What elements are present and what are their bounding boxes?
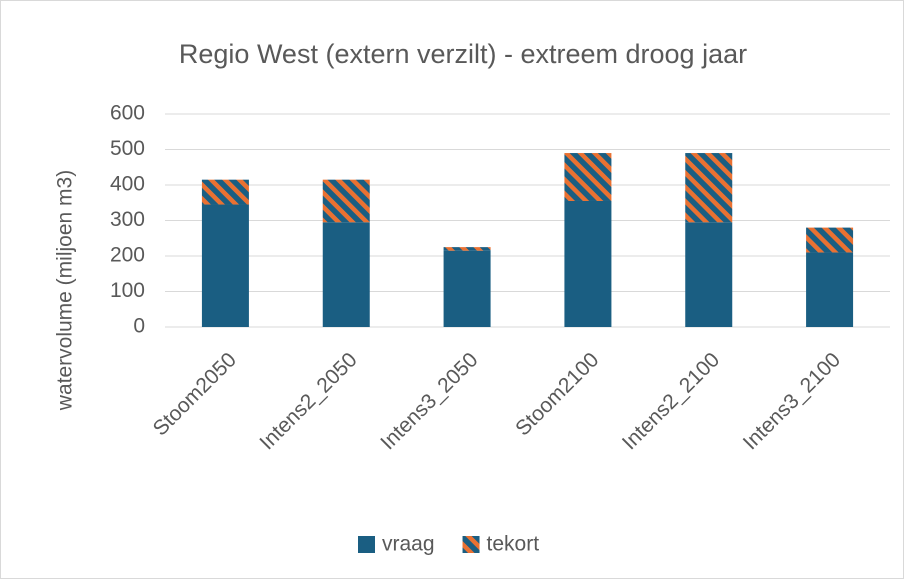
- bar-segment: [322, 222, 370, 327]
- y-tick-label: 300: [110, 208, 145, 231]
- bar-segment: [806, 252, 854, 327]
- legend-label: tekort: [487, 533, 540, 556]
- bar-segment: [564, 153, 612, 201]
- chart-title: Regio West (extern verzilt) - extreem dr…: [179, 39, 747, 69]
- legend-label: vraag: [382, 533, 435, 556]
- bar-segment: [685, 153, 733, 223]
- bar-segment: [806, 227, 854, 253]
- y-tick-label: 400: [110, 173, 145, 196]
- legend-swatch: [462, 536, 480, 553]
- y-axis-label: watervolume (miljoen m3): [54, 170, 77, 411]
- bar-segment: [322, 179, 370, 223]
- bar-segment: [201, 204, 249, 327]
- y-tick-label: 500: [110, 137, 145, 160]
- y-tick-label: 600: [110, 102, 145, 125]
- bar-segment: [685, 222, 733, 327]
- bar-segment: [564, 200, 612, 327]
- bar-segment: [443, 250, 491, 327]
- legend-swatch: [358, 536, 375, 553]
- bar-segment: [201, 179, 249, 205]
- y-tick-label: 0: [133, 315, 145, 338]
- y-tick-label: 100: [110, 279, 145, 302]
- y-tick-label: 200: [110, 244, 145, 267]
- bar-segment: [443, 247, 491, 251]
